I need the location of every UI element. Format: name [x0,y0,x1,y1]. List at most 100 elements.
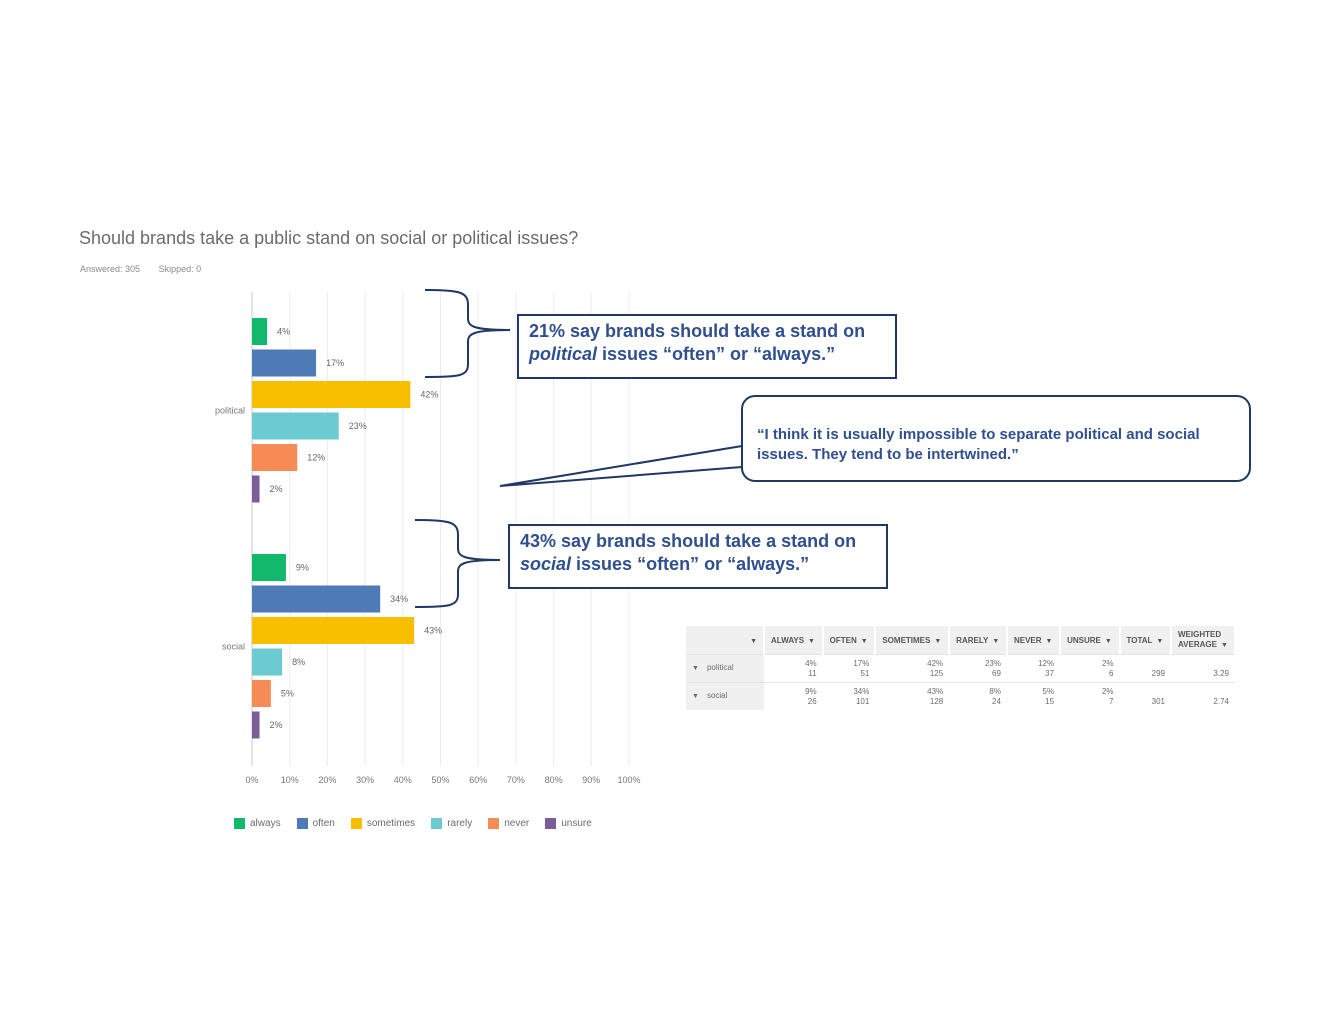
caret-down-icon: ▼ [750,637,757,645]
response-meta: Answered: 305 Skipped: 0 [80,264,217,274]
caret-down-icon: ▼ [692,693,699,700]
legend-item-often[interactable]: often [296,818,335,829]
table-row: ▼ social 9% 26 34% 101 43% 128 8% 24 5% 15 2% 7 301 2… [686,682,1235,710]
x-tick-label: 30% [356,775,374,785]
political-brace [424,289,511,378]
legend-item-unsure[interactable]: unsure [545,818,592,829]
data-label: 42% [420,390,438,400]
legend-item-rarely[interactable]: rarely [431,818,472,829]
legend-swatch [234,818,245,829]
data-label: 4% [277,327,290,337]
table-header-cell[interactable]: NEVER ▼ [1006,626,1062,655]
data-label: 23% [349,421,367,431]
x-tick-label: 10% [281,775,299,785]
data-label: 5% [281,689,294,699]
x-tick-label: 40% [394,775,412,785]
x-tick-label: 60% [469,775,487,785]
table-cell: 17% 51 [822,654,876,683]
caret-down-icon: ▼ [808,637,815,645]
x-tick-label: 100% [617,775,640,785]
data-label: 9% [296,563,309,573]
legend-swatch [296,818,308,829]
table-cell: 42% 125 [875,654,950,683]
bar-social-always [252,554,286,581]
legend-swatch [488,818,500,829]
caret-down-icon: ▼ [992,637,1000,645]
row-label[interactable]: ▼ social [686,682,764,710]
caret-down-icon: ▼ [692,665,699,672]
legend-swatch [431,818,443,829]
bar-political-always [252,318,268,345]
social-brace [414,519,501,608]
quote-text: “I think it is usually impossible to sep… [757,426,1200,463]
table-row: ▼ political 4% 11 17% 51 42% 125 23% 69 12% 37 2% 6 2… [686,654,1235,683]
political-callout-emphasis: political [529,344,598,364]
bar-social-never [252,680,271,707]
legend-item-always[interactable]: always [234,818,281,829]
table-header-cell[interactable]: TOTAL ▼ [1119,626,1172,655]
legend-label: sometimes [366,818,416,829]
x-tick-label: 90% [582,775,600,785]
table-cell: 23% 69 [949,654,1007,683]
table-cell: 2% 6 [1060,654,1120,683]
table-header-cell[interactable]: RARELY ▼ [949,626,1008,655]
quote-bubble-tail [499,445,743,487]
x-tick-label: 0% [245,775,258,785]
caret-down-icon: ▼ [860,637,868,645]
social-callout-text-b: issues “often” or “always.” [571,554,810,574]
legend-item-never[interactable]: never [488,818,529,829]
caret-down-icon: ▼ [934,637,942,645]
bar-political-often [252,349,317,377]
bar-social-rarely [252,648,283,676]
row-label[interactable]: ▼ political [686,654,764,683]
table-header-row: ▼ ALWAYS ▼ OFTEN ▼ SOMETIMES ▼ RARELY ▼ NEVE… [686,626,1236,655]
legend-swatch [545,818,557,829]
table-cell: 9% 26 [764,682,823,710]
caret-down-icon: ▼ [1045,637,1053,645]
data-label: 2% [270,484,283,494]
bar-political-rarely [252,412,339,440]
data-label: 12% [307,453,325,463]
social-callout-text-a: 43% say brands should take a stand on [520,531,857,551]
legend-swatch [350,818,362,829]
data-label: 43% [424,626,442,636]
political-callout-text-b: issues “often” or “always.” [597,344,836,364]
quote-bubble: “I think it is usually impossible to sep… [741,395,1251,482]
legend-label: never [504,818,530,829]
social-callout: 43% say brands should take a stand on so… [508,524,888,589]
skipped-count: Skipped: 0 [158,264,202,274]
data-label: 8% [292,657,305,667]
table-header-cell[interactable]: SOMETIMES ▼ [875,626,951,655]
legend-label: always [250,818,281,829]
bar-social-unsure [252,711,260,739]
bar-political-sometimes [252,381,411,408]
x-tick-label: 80% [545,775,563,785]
table-cell: 2% 7 [1060,682,1120,710]
x-tick-label: 20% [318,775,336,785]
social-callout-emphasis: social [520,554,572,574]
table-header-cell[interactable]: WEIGHTED AVERAGE ▼ [1171,626,1236,655]
table-cell: 5% 15 [1006,682,1061,710]
table-cell: 12% 37 [1006,654,1061,683]
table-header-cell[interactable]: ALWAYS ▼ [764,626,824,655]
bar-social-often [252,585,381,613]
caret-down-icon: ▼ [1156,637,1164,645]
table-cell: 34% 101 [822,682,876,710]
caret-down-icon: ▼ [1104,637,1112,645]
table-header-cell[interactable]: OFTEN ▼ [822,626,877,655]
bar-social-sometimes [252,617,415,644]
caret-down-icon: ▼ [1220,641,1228,649]
legend-item-sometimes[interactable]: sometimes [350,818,416,829]
x-tick-label: 50% [431,775,449,785]
table-header-cell[interactable]: UNSURE ▼ [1060,626,1121,655]
answered-count: Answered: 305 [80,264,141,274]
legend-label: unsure [561,818,592,829]
table-total-cell: 299 [1119,654,1171,683]
x-tick-label: 70% [507,775,525,785]
data-label: 2% [270,720,283,730]
data-label: 34% [390,594,408,604]
legend-label: rarely [447,818,473,829]
table-cell: 8% 24 [949,682,1007,710]
table-header-blank[interactable]: ▼ [686,626,765,655]
category-label-social: social [222,641,245,651]
